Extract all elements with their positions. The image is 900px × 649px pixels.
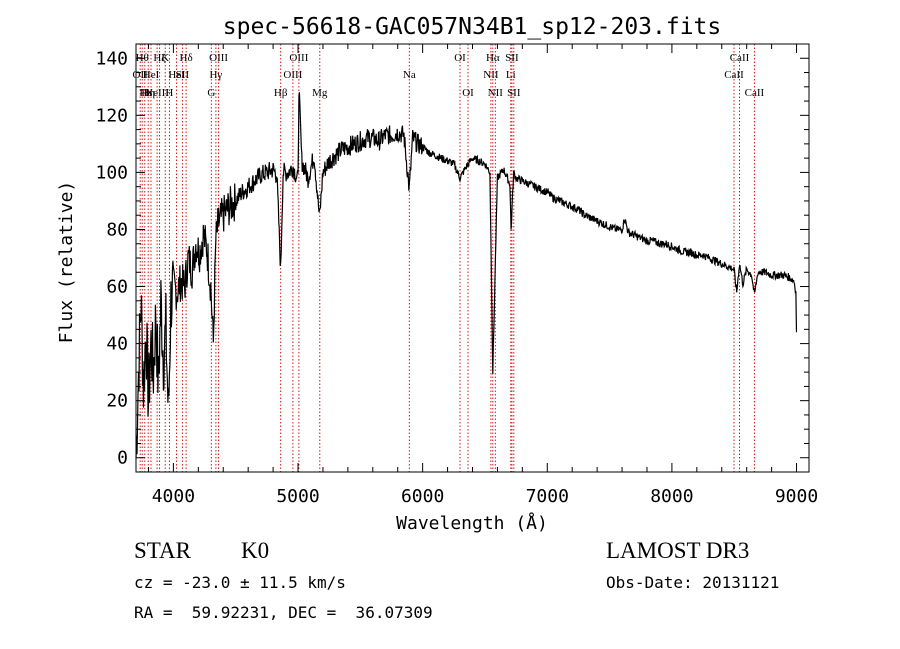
y-tick-label-100: 100 — [95, 162, 128, 183]
y-axis-ticks: 0 20 40 60 80 100 120 140 — [95, 48, 809, 469]
y-tick-label-60: 60 — [106, 277, 128, 298]
line-marker-label-15: Hβ — [274, 87, 288, 99]
y-tick-label-80: 80 — [106, 219, 128, 240]
y-tick-label-20: 20 — [106, 391, 128, 412]
line-marker-label-26: SII — [505, 52, 519, 64]
spectrum-line — [135, 92, 798, 459]
line-marker-label-27: SII — [507, 87, 521, 99]
x-tick-label-5000: 5000 — [276, 486, 319, 507]
object-class: STAR — [134, 538, 191, 563]
line-marker-label-9: HeI — [168, 69, 185, 81]
y-axis-label: Flux (relative) — [56, 181, 77, 344]
x-axis-ticks: 4000 5000 6000 7000 8000 9000 — [147, 44, 818, 507]
line-marker-label-13: Hγ — [209, 69, 222, 81]
x-axis-label: Wavelength (Å) — [396, 512, 548, 534]
y-tick-label-140: 140 — [95, 48, 128, 69]
line-marker-label-7: K — [161, 52, 169, 64]
line-marker-label-5: NeIII — [145, 87, 169, 99]
line-marker-label-2: Hι — [139, 87, 150, 99]
object-subclass: K0 — [241, 538, 270, 563]
observation-date: Obs-Date: 20131121 — [606, 573, 780, 592]
line-marker-label-19: Na — [403, 69, 416, 81]
line-marker-label-24: NII — [488, 87, 504, 99]
line-marker-label-20: OI — [454, 52, 466, 64]
line-marker-label-4: HeI — [143, 69, 160, 81]
redshift-cz: cz = -23.0 ± 11.5 km/s — [134, 573, 346, 592]
x-tick-label-7000: 7000 — [526, 486, 569, 507]
line-marker-label-29: CaII — [730, 52, 750, 64]
line-marker-label-17: OIII — [289, 52, 308, 64]
x-tick-label-8000: 8000 — [650, 486, 693, 507]
x-tick-label-6000: 6000 — [401, 486, 444, 507]
x-tick-label-4000: 4000 — [152, 486, 195, 507]
line-marker-label-21: OI — [462, 87, 474, 99]
spectrum-chart: spec-56618-GAC057N34B1_sp12-203.fits OII… — [56, 14, 818, 534]
line-markers — [139, 44, 755, 472]
y-tick-label-120: 120 — [95, 105, 128, 126]
line-marker-label-11: Hδ — [180, 52, 193, 64]
line-marker-label-6: Hζ — [153, 52, 166, 64]
y-tick-label-40: 40 — [106, 334, 128, 355]
line-marker-label-12: G — [207, 87, 215, 99]
line-marker-label-10: SII — [176, 69, 190, 81]
y-tick-label-0: 0 — [117, 448, 128, 469]
line-marker-label-16: OIII — [283, 69, 302, 81]
chart-title: spec-56618-GAC057N34B1_sp12-203.fits — [223, 14, 722, 40]
ra-dec: RA = 59.92231, DEC = 36.07309 — [134, 603, 433, 622]
x-tick-label-9000: 9000 — [775, 486, 818, 507]
line-marker-label-28: CaII — [724, 69, 744, 81]
line-marker-label-3: Hη — [141, 87, 155, 99]
survey-name: LAMOST DR3 — [606, 538, 750, 563]
line-marker-label-18: Mg — [312, 87, 328, 99]
line-marker-label-23: Hα — [486, 52, 500, 64]
line-marker-label-25: Li — [506, 69, 516, 81]
line-marker-label-8: H — [165, 87, 173, 99]
line-marker-label-14: OIII — [209, 52, 228, 64]
line-marker-labels: OIIHθHιHηHeINeIIIHζKHHeISIIHδGHγOIIIHβOI… — [133, 52, 765, 99]
line-marker-label-30: CaII — [745, 87, 765, 99]
line-marker-label-22: NII — [483, 69, 499, 81]
